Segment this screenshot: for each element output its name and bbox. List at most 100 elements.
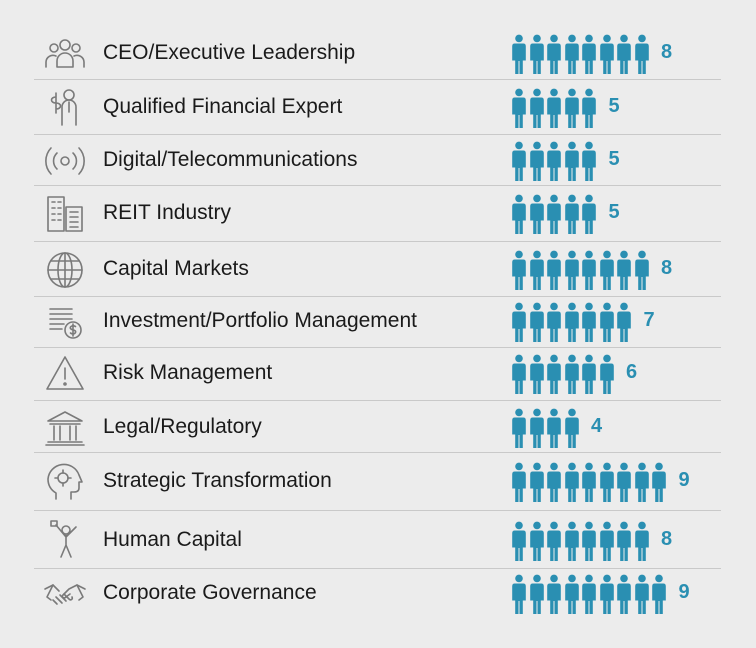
category-label: Digital/Telecommunications	[103, 148, 358, 171]
team-icon	[42, 31, 88, 77]
value-label: 5	[608, 148, 620, 170]
person-icon	[512, 408, 526, 448]
row-divider	[34, 134, 721, 135]
category-row: Risk Management 6	[34, 351, 721, 397]
category-label: Investment/Portfolio Management	[103, 309, 417, 332]
pictogram-bar	[512, 141, 600, 181]
pictogram-bar	[512, 462, 670, 502]
courthouse-icon	[42, 405, 88, 451]
person-icon	[582, 88, 596, 128]
buildings-icon	[42, 191, 88, 237]
row-divider	[34, 400, 721, 401]
value-label: 8	[661, 41, 673, 63]
person-icon	[582, 34, 596, 74]
category-label: Risk Management	[103, 361, 273, 384]
financial-expert-icon	[42, 85, 88, 131]
category-label: Strategic Transformation	[103, 469, 332, 492]
person-icon	[529, 574, 544, 614]
value-label: 7	[643, 309, 655, 331]
person-icon	[564, 462, 579, 502]
category-label: Qualified Financial Expert	[103, 95, 343, 118]
wireless-signal-icon	[42, 138, 88, 184]
pictogram-bar	[512, 250, 652, 290]
globe-icon	[42, 247, 88, 293]
person-icon	[599, 250, 614, 290]
person-icon	[529, 141, 544, 181]
handshake-icon	[42, 571, 88, 617]
person-icon	[547, 302, 561, 342]
person-icon	[652, 574, 666, 614]
row-divider	[34, 79, 721, 80]
person-icon	[512, 141, 526, 181]
person-icon	[617, 302, 631, 342]
person-icon	[564, 250, 579, 290]
person-icon	[529, 194, 544, 234]
person-icon	[564, 408, 579, 448]
person-icon	[547, 88, 561, 128]
person-icon	[547, 141, 561, 181]
person-icon	[529, 88, 544, 128]
pictogram-bar	[512, 194, 600, 234]
person-icon	[634, 521, 649, 561]
category-row: Capital Markets 8	[34, 247, 721, 293]
category-row: Strategic Transformation 9	[34, 459, 721, 505]
person-icon	[564, 354, 579, 394]
person-icon	[634, 250, 649, 290]
row-divider	[34, 347, 721, 348]
person-icon	[599, 574, 614, 614]
person-icon	[547, 521, 561, 561]
person-icon	[564, 141, 579, 181]
value-label: 8	[661, 528, 673, 550]
person-raising-arms-icon	[42, 518, 88, 564]
pictogram-bar	[512, 302, 635, 342]
person-icon	[512, 574, 526, 614]
person-icon	[512, 302, 526, 342]
person-icon	[547, 194, 561, 234]
category-label: Legal/Regulatory	[103, 415, 262, 438]
category-label: Capital Markets	[103, 257, 249, 280]
person-icon	[617, 462, 631, 502]
pictogram-bar	[512, 521, 652, 561]
person-icon	[599, 354, 614, 394]
person-icon	[512, 194, 526, 234]
row-divider	[34, 185, 721, 186]
person-icon	[529, 302, 544, 342]
value-label: 5	[608, 95, 620, 117]
warning-triangle-icon	[42, 351, 88, 397]
person-icon	[529, 34, 544, 74]
person-icon	[582, 302, 596, 342]
value-label: 9	[678, 581, 690, 603]
person-icon	[564, 521, 579, 561]
person-icon	[564, 574, 579, 614]
person-icon	[512, 88, 526, 128]
head-gears-icon	[42, 459, 88, 505]
person-icon	[617, 574, 631, 614]
category-label: REIT Industry	[103, 201, 231, 224]
person-icon	[599, 34, 614, 74]
person-icon	[617, 34, 631, 74]
person-icon	[529, 250, 544, 290]
person-icon	[634, 34, 649, 74]
person-icon	[617, 250, 631, 290]
person-icon	[617, 521, 631, 561]
person-icon	[547, 408, 561, 448]
person-icon	[652, 462, 666, 502]
person-icon	[547, 354, 561, 394]
person-icon	[582, 141, 596, 181]
person-icon	[564, 194, 579, 234]
person-icon	[547, 462, 561, 502]
person-icon	[634, 462, 649, 502]
category-label: Human Capital	[103, 528, 242, 551]
category-row: Legal/Regulatory 4	[34, 405, 721, 451]
value-label: 8	[661, 257, 673, 279]
person-icon	[599, 521, 614, 561]
person-icon	[582, 194, 596, 234]
category-row: Investment/Portfolio Management 7	[34, 299, 721, 345]
person-icon	[529, 462, 544, 502]
category-row: Qualified Financial Expert 5	[34, 85, 721, 131]
person-icon	[564, 88, 579, 128]
category-row: Corporate Governance 9	[34, 571, 721, 617]
pictogram-bar	[512, 574, 670, 614]
pictogram-bar	[512, 408, 582, 448]
